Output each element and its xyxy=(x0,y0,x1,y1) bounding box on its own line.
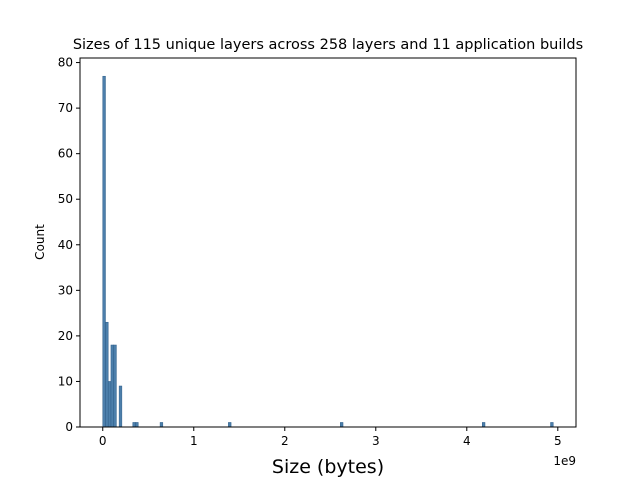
x-tick-label: 2 xyxy=(281,434,289,448)
bars-layer xyxy=(102,75,554,428)
x-tick-label: 3 xyxy=(372,434,380,448)
x-axis-ticks: 0 1 2 3 4 5 xyxy=(99,427,562,448)
histogram-bar xyxy=(110,344,114,428)
histogram-bar xyxy=(102,75,106,428)
histogram-bar xyxy=(135,422,139,428)
histogram-bar xyxy=(228,422,232,428)
y-tick-label: 30 xyxy=(58,283,73,297)
histogram-bar xyxy=(113,344,117,428)
chart-title: Sizes of 115 unique layers across 258 la… xyxy=(73,37,583,53)
histogram-bar xyxy=(105,321,109,428)
histogram-bar xyxy=(107,381,112,428)
x-axis-label: Size (bytes) xyxy=(272,456,384,478)
x-tick-label: 5 xyxy=(554,434,562,448)
y-tick-label: 50 xyxy=(58,192,73,206)
y-tick-label: 70 xyxy=(58,101,73,115)
y-tick-label: 80 xyxy=(58,56,73,70)
y-tick-label: 60 xyxy=(58,147,73,161)
y-tick-label: 20 xyxy=(58,329,73,343)
histogram-bar xyxy=(340,422,344,428)
x-tick-label: 4 xyxy=(463,434,471,448)
plot-frame xyxy=(79,57,577,428)
x-tick-label: 1 xyxy=(190,434,198,448)
y-tick-label: 40 xyxy=(58,238,73,252)
y-axis-ticks: 0 10 20 30 40 50 60 70 80 xyxy=(58,56,80,434)
histogram-bar xyxy=(159,422,164,428)
y-tick-label: 10 xyxy=(58,374,73,388)
x-tick-label: 0 xyxy=(99,434,107,448)
histogram-bar xyxy=(132,422,136,428)
x-axis-offset-label: 1e9 xyxy=(553,454,576,468)
histogram-bar xyxy=(550,422,554,428)
histogram-bar xyxy=(118,385,123,428)
y-axis-label: Count xyxy=(33,224,47,260)
histogram-bar xyxy=(482,422,486,428)
y-tick-label: 0 xyxy=(65,420,73,434)
